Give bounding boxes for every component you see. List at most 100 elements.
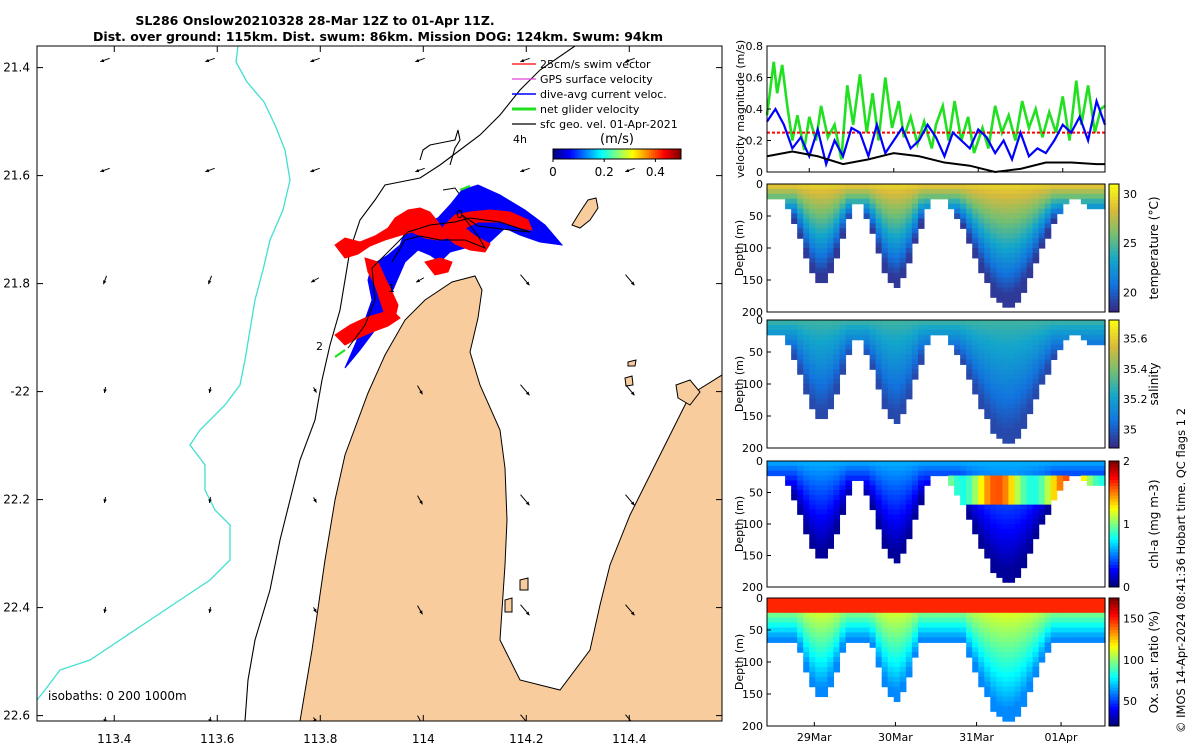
profile-cell [785, 324, 792, 331]
profile-cell [1014, 499, 1022, 506]
sfc-vector-arrowhead [208, 499, 212, 503]
profile-cell [917, 354, 925, 360]
profile-cell [990, 324, 997, 331]
profile-cell [984, 403, 991, 410]
profile-cell [1020, 334, 1028, 341]
profile-cell [1026, 627, 1034, 634]
sfc-vector-arrowhead [208, 389, 212, 393]
profile-cell [797, 218, 804, 224]
profile-cell [1002, 384, 1010, 390]
profile-cell [875, 349, 883, 356]
profile-cell [875, 499, 883, 506]
sfc-vector-arrowhead [520, 58, 525, 63]
profile-cell [1098, 622, 1106, 629]
profile-cell [917, 324, 925, 331]
profile-cell [905, 475, 913, 481]
profile-colorbar-swatch [1109, 323, 1119, 327]
profile-cell [1008, 686, 1016, 693]
profile-cell [1038, 602, 1046, 609]
colorbar-swatch [585, 149, 588, 159]
profile-cell [863, 480, 871, 486]
profile-cell [990, 494, 997, 501]
profile-cell [815, 198, 822, 205]
profile-cell [996, 543, 1003, 549]
profile-cell [773, 602, 780, 609]
profile-cell [984, 691, 991, 698]
profile-cell [1038, 320, 1046, 326]
profile-cell [893, 519, 901, 525]
profile-cell [1020, 514, 1028, 520]
profile-cell [990, 403, 997, 410]
profile-cell [966, 184, 973, 190]
profile-cell [809, 344, 816, 351]
profile-colorbar-tick-label: 25 [1123, 237, 1137, 250]
profile-cell [821, 277, 828, 284]
profile-cell [978, 203, 985, 210]
profile-cell [827, 461, 834, 467]
profile-cell [899, 320, 907, 326]
profile-cell [893, 334, 901, 341]
profile-cell [893, 213, 901, 220]
profile-cell [1044, 637, 1052, 643]
profile-colorbar-swatch [1109, 486, 1119, 490]
profile-cell [966, 339, 973, 346]
profile-cell [881, 676, 889, 683]
profile-cell [1008, 671, 1016, 678]
profile-cell [1008, 398, 1016, 405]
profile-colorbar-swatch [1109, 542, 1119, 547]
profile-cell [863, 627, 871, 634]
profile-cell [1002, 617, 1010, 624]
profile-cell [827, 519, 834, 525]
profile-cell [990, 188, 997, 195]
profile-cell [966, 233, 973, 239]
profile-cell [984, 681, 991, 688]
profile-cell [978, 647, 985, 653]
profile-cell [1080, 470, 1088, 477]
profile-cell [905, 632, 913, 638]
profile-cell [948, 612, 955, 619]
profile-colorbar-swatch [1109, 617, 1119, 621]
profile-cell [845, 637, 853, 643]
profile-cell [984, 524, 991, 530]
profile-colorbar-swatch [1109, 384, 1119, 388]
profile-cell [942, 612, 949, 619]
profile-cell [1014, 223, 1022, 229]
profile-cell [809, 213, 816, 220]
profile-cell [996, 647, 1003, 653]
profile-cell [966, 344, 973, 351]
profile-cell [839, 213, 847, 220]
profile-cell [1050, 188, 1058, 195]
profile-cell [911, 198, 919, 205]
colorbar-swatch [567, 149, 570, 159]
profile-cell [923, 193, 931, 200]
profile-cell [1020, 494, 1028, 501]
profile-cell [1026, 198, 1034, 205]
profile-cell [972, 504, 979, 511]
profile-cell [875, 504, 883, 511]
profile-cell [1020, 470, 1028, 477]
profile-cell [827, 598, 834, 604]
profile-y-tick-label: 0 [756, 455, 763, 468]
velocity-series-sfc-geo-vel- [766, 150, 1105, 174]
profile-cell [966, 602, 973, 609]
profile-cell [1008, 423, 1016, 429]
profile-cell [833, 509, 841, 515]
profile-cell [827, 403, 834, 410]
profile-cell [1008, 238, 1016, 244]
profile-cell [1026, 514, 1034, 520]
profile-cell [1026, 528, 1034, 535]
profile-cell [1044, 349, 1052, 356]
profile-cell [1014, 662, 1022, 668]
profile-cell [881, 519, 889, 525]
profile-cell [899, 262, 907, 269]
profile-cell [936, 637, 943, 643]
profile-cell [833, 612, 841, 619]
profile-cell [815, 553, 822, 559]
profile-cell [839, 632, 847, 638]
profile-y-tick-label: 200 [742, 306, 763, 319]
profile-cell [1062, 622, 1070, 629]
profile-cell [797, 334, 804, 341]
profile-cell [984, 470, 991, 477]
map-y-tick-label: 21.6 [3, 169, 30, 183]
